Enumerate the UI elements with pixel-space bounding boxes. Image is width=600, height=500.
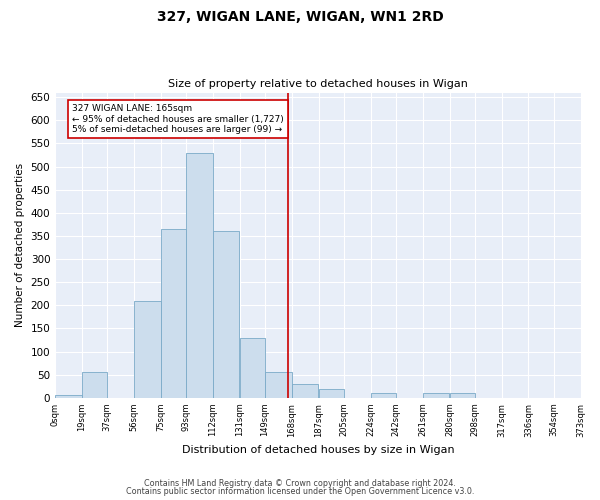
Bar (319, 388, 344, 398)
Bar (423, 393, 449, 398)
Bar (161, 229, 186, 398)
Bar (213, 232, 239, 398)
Bar (187, 152, 212, 398)
Bar (240, 338, 265, 398)
Y-axis label: Number of detached properties: Number of detached properties (15, 163, 25, 327)
Bar (55, 396, 82, 398)
Bar (82, 372, 107, 398)
Title: Size of property relative to detached houses in Wigan: Size of property relative to detached ho… (168, 79, 468, 89)
Text: Contains HM Land Registry data © Crown copyright and database right 2024.: Contains HM Land Registry data © Crown c… (144, 478, 456, 488)
Text: 327, WIGAN LANE, WIGAN, WN1 2RD: 327, WIGAN LANE, WIGAN, WN1 2RD (157, 10, 443, 24)
Bar (292, 384, 319, 398)
Text: 327 WIGAN LANE: 165sqm
← 95% of detached houses are smaller (1,727)
5% of semi-d: 327 WIGAN LANE: 165sqm ← 95% of detached… (72, 104, 284, 134)
Text: Contains public sector information licensed under the Open Government Licence v3: Contains public sector information licen… (126, 487, 474, 496)
Bar (134, 300, 161, 398)
Bar (371, 393, 396, 398)
Bar (265, 372, 292, 398)
Bar (450, 393, 475, 398)
X-axis label: Distribution of detached houses by size in Wigan: Distribution of detached houses by size … (182, 445, 454, 455)
